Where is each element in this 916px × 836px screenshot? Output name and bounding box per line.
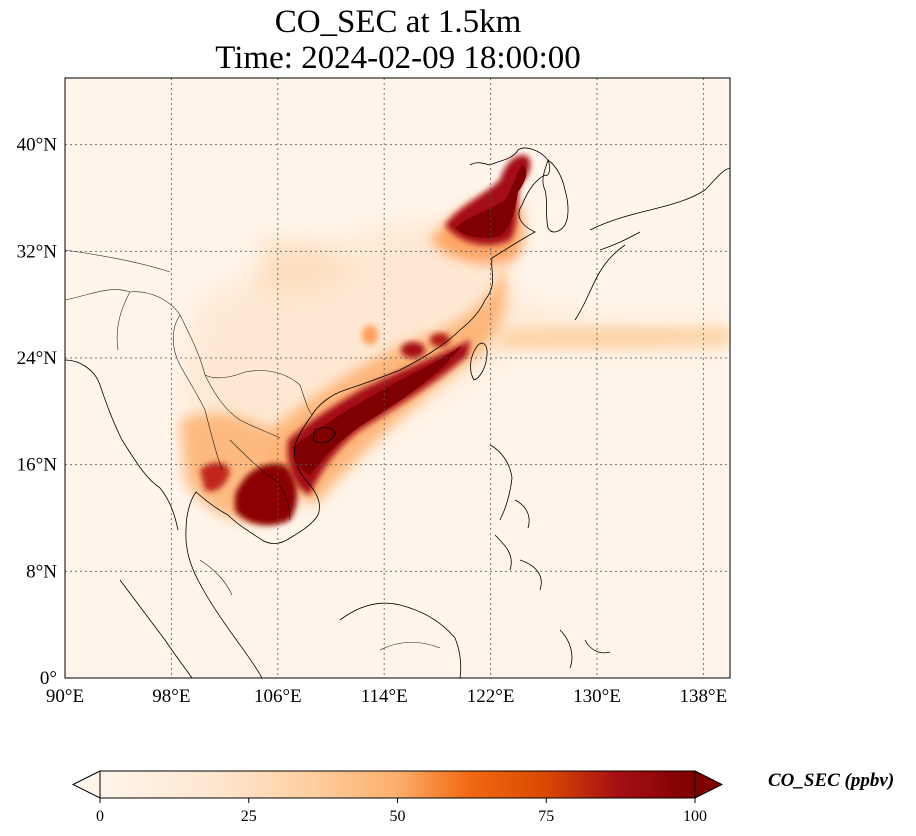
map-frame (64, 77, 731, 679)
co-concentration-field (180, 155, 730, 526)
lon-tick-label: 98°E (152, 686, 190, 707)
colorbar-extend-min (71, 770, 101, 799)
lon-tick-label: 114°E (361, 686, 408, 707)
lon-tick-label: 122°E (467, 686, 515, 707)
colorbar-gradient (100, 771, 695, 798)
colorbar-tick-label: 50 (390, 808, 406, 825)
lat-tick-label: 0° (40, 668, 57, 689)
colorbar-tick-label: 100 (683, 808, 707, 825)
map-title-line-1: CO_SEC at 1.5km (274, 4, 522, 40)
lat-tick-label: 8°N (26, 561, 57, 582)
colorbar-extend-max (694, 770, 724, 799)
lon-tick-label: 138°E (680, 686, 728, 707)
coastlines (65, 147, 730, 678)
longitude-tick-labels: 90°E 98°E 106°E 114°E 122°E 130°E 138°E (46, 686, 727, 707)
colorbar: 0 25 50 75 100 (71, 770, 724, 825)
lat-tick-label: 24°N (17, 348, 58, 369)
latitude-tick-labels: 0° 8°N 16°N 24°N 32°N 40°N (17, 135, 58, 689)
lat-tick-label: 16°N (17, 455, 58, 476)
lat-tick-label: 40°N (17, 135, 58, 156)
map-plot-area (64, 77, 731, 679)
gridlines (65, 78, 730, 678)
colorbar-tick-label: 75 (538, 808, 554, 825)
colorbar-tick-label: 25 (241, 808, 257, 825)
colorbar-tick-labels: 0 25 50 75 100 (96, 798, 707, 825)
colorbar-label: CO_SEC (ppbv) (768, 770, 895, 791)
lon-tick-label: 106°E (254, 686, 302, 707)
lon-tick-label: 90°E (46, 686, 84, 707)
country-borders (65, 249, 441, 651)
colorbar-tick-label: 0 (96, 808, 104, 825)
map-title-line-2: Time: 2024-02-09 18:00:00 (215, 40, 581, 76)
lon-tick-label: 130°E (573, 686, 621, 707)
lat-tick-label: 32°N (17, 241, 58, 262)
